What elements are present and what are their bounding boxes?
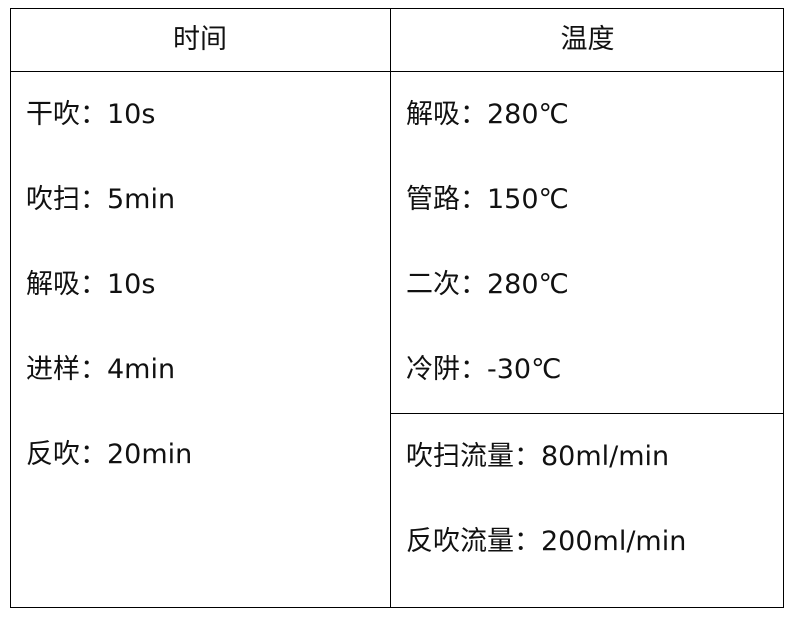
temperature-item: 二次：280℃ <box>406 269 569 300</box>
time-item: 进样：4min <box>26 354 176 385</box>
parameter-table <box>10 8 784 608</box>
temperature-item: 管路：150℃ <box>406 184 569 215</box>
header-temperature: 温度 <box>560 24 615 55</box>
time-item: 解吸：10s <box>26 269 156 300</box>
header-divider <box>10 71 784 72</box>
time-item: 反吹：20min <box>26 439 193 470</box>
time-item: 干吹：10s <box>26 99 156 130</box>
temperature-item: 冷阱：-30℃ <box>406 354 562 385</box>
flow-item: 反吹流量：200ml/min <box>406 526 687 557</box>
header-time: 时间 <box>173 24 227 55</box>
flow-item: 吹扫流量：80ml/min <box>406 441 670 472</box>
column-divider <box>390 8 391 608</box>
temperature-flow-divider <box>390 413 784 414</box>
time-item: 吹扫：5min <box>26 184 176 215</box>
temperature-item: 解吸：280℃ <box>406 99 569 130</box>
